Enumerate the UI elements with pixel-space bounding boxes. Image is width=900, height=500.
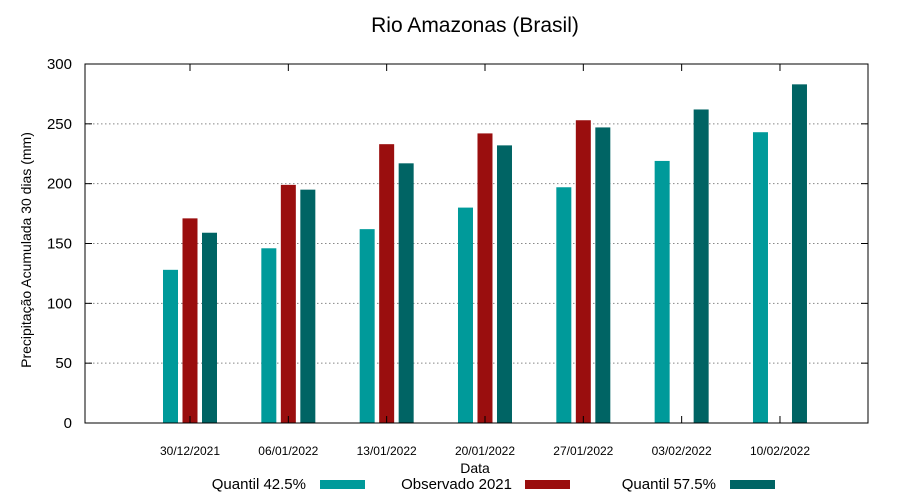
bar [182,218,198,423]
x-tick-label: 10/02/2022 [750,444,810,458]
bar [398,163,414,423]
x-tick-label: 03/02/2022 [652,444,712,458]
y-tick-label: 100 [47,295,72,312]
bar [791,84,807,424]
bar [300,189,316,423]
x-tick-label: 06/01/2022 [258,444,318,458]
bar [261,248,277,423]
x-axis: 30/12/2021 06/01/2022 13/01/2022 20/01/2022… [160,64,810,458]
bar [457,207,473,423]
y-tick-label: 200 [47,176,72,193]
legend-swatch [525,480,570,489]
bar [163,269,178,423]
chart-title: Rio Amazonas (Brasil) [371,14,579,37]
x-tick-label: 30/12/2021 [160,444,220,458]
bars [163,84,807,424]
bar [595,127,611,423]
legend-label: Quantil 57.5% [622,476,716,493]
bar [556,187,572,423]
legend-swatch [730,480,775,489]
legend-swatch [320,480,365,489]
y-tick-label: 250 [47,116,72,133]
x-tick-label: 13/01/2022 [357,444,417,458]
y-axis-label: Precipitação Acumulada 30 dias (mm) [18,132,34,368]
legend-label: Observado 2021 [401,476,512,493]
bar [496,145,512,423]
legend-label: Quantil 42.5% [212,476,306,493]
x-axis-label: Data [460,460,490,476]
bar [379,144,395,423]
bar [280,184,296,423]
bar [654,160,670,423]
bar [752,132,768,423]
bar [575,120,591,423]
x-tick-label: 20/01/2022 [455,444,515,458]
x-tick-label: 27/01/2022 [553,444,613,458]
bar [359,229,375,423]
bar [477,133,493,423]
y-axis: 0 50 100 150 200 250 300 [47,56,868,432]
y-tick-label: 50 [55,355,72,372]
bar [693,109,709,424]
bar [202,232,217,423]
y-tick-label: 150 [47,236,72,253]
y-tick-label: 0 [64,415,72,432]
grid-lines [85,123,868,364]
y-tick-label: 300 [47,56,72,73]
legend: Quantil 42.5% Observado 2021 Quantil 57.5% [212,476,775,493]
